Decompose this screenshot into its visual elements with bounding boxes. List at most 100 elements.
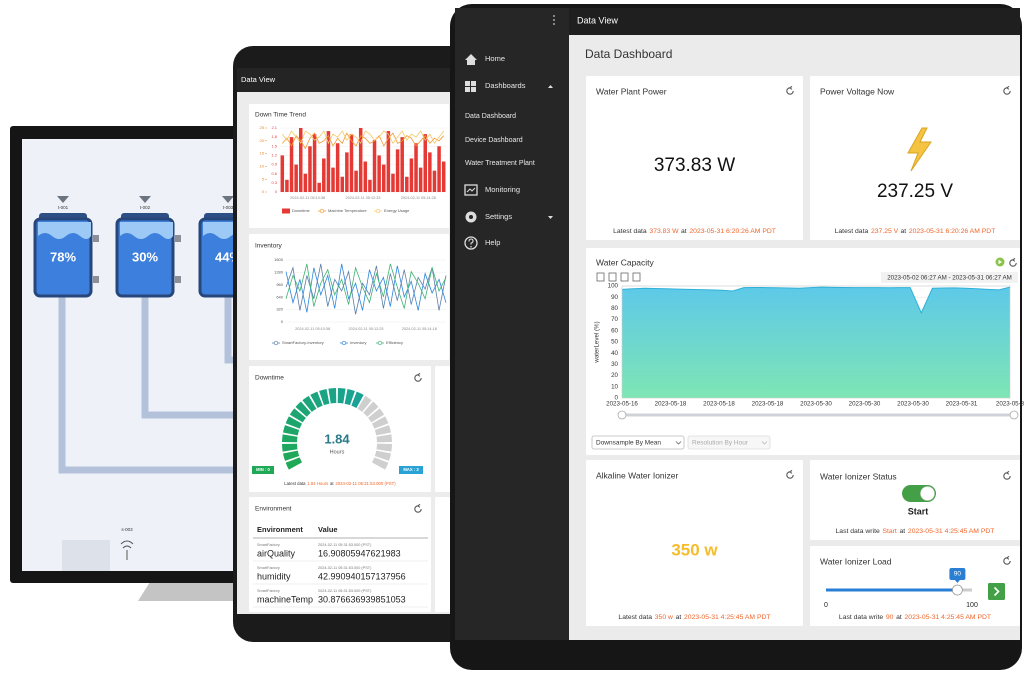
row-value: 16.90805947621983 [318, 548, 401, 558]
row-source: SmartFactory [257, 543, 280, 547]
tablet-header [237, 68, 469, 92]
footer: Last data write Start at 2023-05-31 4:25:45… [836, 528, 995, 535]
footer-prefix: Latest data [284, 481, 306, 486]
line [285, 263, 447, 313]
page-title: Data Dashboard [585, 47, 672, 61]
refresh-button[interactable] [1003, 85, 1011, 95]
refresh-button[interactable] [1003, 470, 1011, 480]
refresh-button[interactable] [414, 503, 422, 513]
valve [175, 235, 181, 242]
slider-tooltip [949, 568, 966, 580]
select[interactable] [687, 435, 771, 450]
y-tick-label: 20 [611, 372, 618, 379]
bar [312, 134, 317, 192]
sensor-id: s-003 [121, 527, 133, 532]
y-tick-label: 10 [611, 383, 618, 390]
footer-at: at [900, 228, 906, 235]
slider-knob[interactable] [952, 584, 963, 596]
card-title: Environment [255, 506, 292, 513]
tank-level: 44% [215, 249, 241, 264]
refresh-button[interactable] [1009, 257, 1017, 267]
row-value: 30.876636939851053 [318, 594, 406, 604]
x-tick-label: 2024-02-11 05:12:33 [346, 196, 381, 200]
nav-item[interactable]: Settings [485, 212, 512, 221]
tank-wave [38, 222, 91, 239]
nav-item[interactable]: Data Dashboard [465, 113, 516, 120]
y-tick-label: 0.3 [271, 180, 277, 185]
legend-label: Machine Temperature [328, 208, 367, 213]
zoom-handle[interactable] [617, 410, 627, 420]
nav-item[interactable]: Water Treatment Plant [465, 160, 535, 167]
gauge-track-segment [363, 401, 379, 417]
row-source: SmartFactory [257, 566, 280, 570]
gauge-track-segment [357, 395, 372, 412]
legend-swatch [377, 340, 383, 346]
icon-monitoring [464, 184, 478, 196]
min-badge [252, 466, 274, 474]
gauge-track-segment [374, 425, 391, 436]
refresh-button[interactable] [1003, 555, 1011, 565]
refresh-button[interactable] [786, 85, 794, 95]
x-tick-label: 2023-05-18 [703, 401, 735, 408]
y-tick-label: 640 [276, 294, 283, 299]
card-title: Water Ionizer Load [820, 556, 892, 566]
icon-help-mark [468, 238, 474, 245]
card [810, 546, 1020, 626]
nav-item[interactable]: Monitoring [485, 185, 520, 194]
bar [377, 155, 381, 192]
submit-button[interactable] [988, 583, 1005, 600]
gauge-value-segment [283, 450, 300, 461]
max-badge [399, 466, 423, 474]
column-header: Value [318, 525, 338, 534]
zoom-handle[interactable] [1009, 410, 1019, 420]
nav-item[interactable]: Help [485, 238, 500, 247]
nav-item[interactable]: Dashboards [485, 81, 526, 90]
y2-tick-label: 5 [262, 176, 265, 181]
toolbar-icon[interactable] [632, 272, 641, 282]
footer-time: 2024-02-11 05:31:53.000 (PST) [335, 481, 396, 486]
line [621, 286, 1011, 315]
tank [33, 217, 93, 298]
toolbar-icon[interactable] [596, 272, 605, 282]
footer-value: 350 w [655, 614, 673, 621]
gauge-value-segment [328, 388, 337, 404]
column-header: Environment [257, 525, 303, 534]
nav-item[interactable]: Device Dashboard [465, 137, 523, 144]
footer-value: 373.83 W [649, 228, 679, 235]
nav-item[interactable]: Home [485, 54, 505, 63]
footer-time: 2023-05-31 6:20:26 AM PDT [909, 228, 996, 235]
card [249, 497, 431, 612]
bar [340, 176, 345, 192]
row-time: 2024-02-11 05:31:53.000 (PST) [318, 543, 372, 547]
legend-label: Energy Usage [384, 208, 410, 213]
sensor-antenna [120, 540, 134, 560]
monitor: t-001 78% t-002 30% t-003 44% s-003 [10, 126, 252, 601]
select[interactable] [591, 435, 685, 450]
bar [285, 179, 289, 192]
bar [331, 167, 335, 192]
gauge-value-segment [285, 457, 303, 470]
slider-max: 100 [966, 602, 978, 609]
toolbar-icon[interactable] [620, 272, 629, 282]
gauge-value-segment [289, 408, 306, 423]
bar [428, 152, 432, 192]
refresh-button[interactable] [786, 469, 794, 479]
y-tick-label: 0 [615, 395, 619, 402]
icon-help-dot [470, 246, 472, 248]
caret-down [548, 216, 553, 219]
refresh-button[interactable] [414, 372, 422, 382]
x-tick-label: 2024-02-11 05:14:26 [401, 196, 436, 200]
toolbar-icon[interactable] [608, 272, 617, 282]
gauge-track-segment [371, 457, 389, 470]
bar [349, 134, 354, 192]
range-box [881, 272, 1018, 283]
slider-tooltip-pointer [954, 580, 960, 583]
tank-wave [203, 222, 238, 239]
x-tick-label: 2023-05-30 [800, 401, 832, 408]
x-tick-label: 2023-05-31 [946, 401, 978, 408]
bar [405, 176, 409, 192]
gauge-unit: Hours [330, 449, 345, 455]
funnel [222, 196, 234, 203]
